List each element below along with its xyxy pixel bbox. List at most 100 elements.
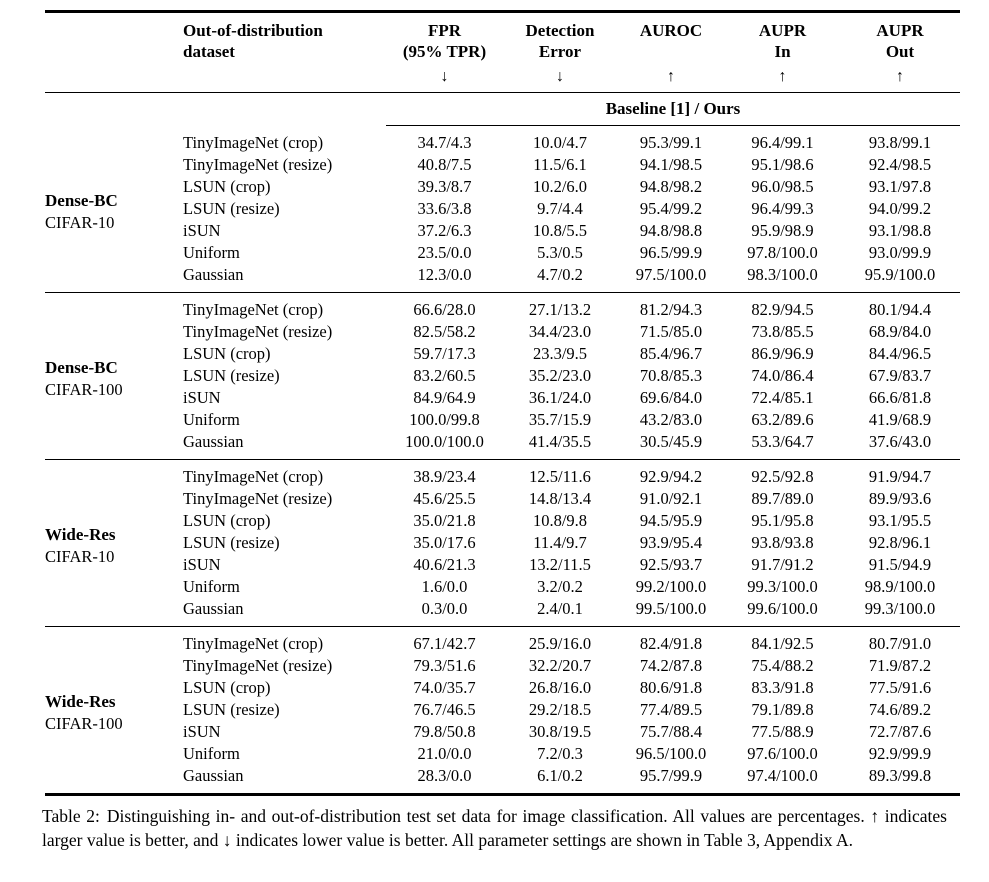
- value-cell: 89.3/99.8: [868, 766, 932, 785]
- value-cell: 37.6/43.0: [868, 432, 932, 451]
- value-cell: 13.2/11.5: [529, 555, 591, 574]
- ood-dataset-cell: LSUN (crop): [183, 344, 271, 363]
- value-cell: 12.3/0.0: [417, 265, 472, 284]
- value-cell: 96.4/99.3: [751, 199, 814, 218]
- header-line: In: [774, 42, 791, 61]
- value-cell: 77.5/91.6: [868, 678, 932, 697]
- value-cell: 14.8/13.4: [528, 489, 592, 508]
- ood-dataset-cell: Uniform: [183, 577, 240, 596]
- value-cell: 96.4/99.1: [751, 133, 814, 152]
- value-cell: 83.3/91.8: [751, 678, 814, 697]
- value-cell: 75.7/88.4: [639, 722, 703, 741]
- value-cell: 35.0/17.6: [413, 533, 476, 552]
- train-dataset-name: CIFAR-100: [45, 714, 123, 733]
- value-cell: 35.0/21.8: [413, 511, 476, 530]
- ood-dataset-cell: LSUN (resize): [183, 700, 280, 719]
- table-row: LSUN (resize) 33.6/3.8 9.7/4.4 95.4/99.2 96.…: [45, 198, 960, 220]
- header-line: dataset: [183, 42, 235, 61]
- value-cell: 97.6/100.0: [747, 744, 818, 763]
- value-cell: 10.2/6.0: [532, 177, 588, 196]
- group-label: Dense-BC CIFAR-100: [45, 293, 183, 460]
- value-cell: 93.8/99.1: [868, 133, 932, 152]
- ood-dataset-cell: TinyImageNet (crop): [183, 467, 324, 486]
- ood-dataset-cell: iSUN: [183, 555, 221, 574]
- value-cell: 94.1/98.5: [639, 155, 703, 174]
- value-cell: 67.1/42.7: [413, 634, 476, 653]
- value-cell: 81.2/94.3: [639, 300, 703, 319]
- header-line: FPR: [427, 21, 462, 40]
- fpr-column-header: FPR (95% TPR) ↓: [386, 11, 503, 93]
- auroc-column-header: AUROC ↑: [617, 11, 725, 93]
- value-cell: 66.6/81.8: [868, 388, 932, 407]
- ood-dataset-cell: TinyImageNet (crop): [183, 300, 324, 319]
- ood-dataset-cell: iSUN: [183, 388, 221, 407]
- baseline-ours-label: Baseline [1] / Ours: [386, 92, 960, 126]
- value-cell: 99.3/100.0: [747, 577, 818, 596]
- value-cell: 97.4/100.0: [747, 766, 818, 785]
- ood-dataset-cell: iSUN: [183, 221, 221, 240]
- value-cell: 82.9/94.5: [751, 300, 814, 319]
- value-cell: 3.2/0.2: [537, 577, 583, 596]
- table-row: iSUN 40.6/21.3 13.2/11.5 92.5/93.7 91.7/91.2…: [45, 554, 960, 576]
- ood-dataset-cell: Gaussian: [183, 432, 244, 451]
- value-cell: 89.9/93.6: [868, 489, 932, 508]
- value-cell: 99.3/100.0: [864, 599, 936, 618]
- value-cell: 74.2/87.8: [639, 656, 703, 675]
- value-cell: 23.5/0.0: [417, 243, 472, 262]
- table-row: TinyImageNet (resize) 45.6/25.5 14.8/13.4 9…: [45, 488, 960, 510]
- value-cell: 85.4/96.7: [639, 344, 703, 363]
- value-cell: 33.6/3.8: [417, 199, 472, 218]
- value-cell: 93.9/95.4: [639, 533, 703, 552]
- value-cell: 69.6/84.0: [639, 388, 703, 407]
- value-cell: 79.3/51.6: [413, 656, 476, 675]
- value-cell: 80.1/94.4: [868, 300, 932, 319]
- header-row: Out-of-distribution dataset FPR (95% TPR…: [45, 11, 960, 93]
- ood-dataset-cell: Gaussian: [183, 766, 244, 785]
- value-cell: 10.8/5.5: [532, 221, 588, 240]
- value-cell: 94.0/99.2: [868, 199, 932, 218]
- value-cell: 95.3/99.1: [639, 133, 703, 152]
- value-cell: 72.7/87.6: [868, 722, 932, 741]
- value-cell: 74.6/89.2: [868, 700, 932, 719]
- value-cell: 32.2/20.7: [528, 656, 592, 675]
- down-arrow-icon: ↓: [556, 68, 564, 85]
- value-cell: 80.7/91.0: [868, 634, 932, 653]
- value-cell: 63.2/89.6: [751, 410, 814, 429]
- value-cell: 92.4/98.5: [868, 155, 932, 174]
- header-line: Error: [538, 42, 582, 61]
- ood-dataset-cell: TinyImageNet (resize): [183, 656, 333, 675]
- ood-dataset-cell: LSUN (resize): [183, 199, 280, 218]
- value-cell: 12.5/11.6: [529, 467, 591, 486]
- value-cell: 95.7/99.9: [639, 766, 703, 785]
- model-name: Dense-BC: [45, 190, 118, 210]
- aupr-in-column-header: AUPR In ↑: [725, 11, 840, 93]
- header-line: (95% TPR): [402, 42, 487, 61]
- up-arrow-icon: ↑: [778, 68, 787, 85]
- value-cell: 67.9/83.7: [868, 366, 932, 385]
- value-cell: 11.5/6.1: [533, 155, 587, 174]
- value-cell: 9.7/4.4: [537, 199, 583, 218]
- table-row: Gaussian 12.3/0.0 4.7/0.2 97.5/100.0 98.3/10…: [45, 264, 960, 293]
- value-cell: 83.2/60.5: [413, 366, 476, 385]
- value-cell: 73.8/85.5: [751, 322, 814, 341]
- ood-dataset-cell: Uniform: [183, 744, 240, 763]
- ood-dataset-cell: LSUN (resize): [183, 366, 280, 385]
- value-cell: 97.5/100.0: [635, 265, 707, 284]
- value-cell: 71.5/85.0: [639, 322, 703, 341]
- value-cell: 0.3/0.0: [421, 599, 468, 618]
- value-cell: 40.6/21.3: [413, 555, 476, 574]
- value-cell: 79.8/50.8: [413, 722, 476, 741]
- value-cell: 41.9/68.9: [868, 410, 932, 429]
- ood-dataset-cell: TinyImageNet (resize): [183, 322, 333, 341]
- table-row: LSUN (crop) 59.7/17.3 23.3/9.5 85.4/96.7 86.…: [45, 343, 960, 365]
- table-row: LSUN (resize) 35.0/17.6 11.4/9.7 93.9/95.4 9…: [45, 532, 960, 554]
- value-cell: 26.8/16.0: [528, 678, 592, 697]
- value-cell: 4.7/0.2: [537, 265, 583, 284]
- value-cell: 30.8/19.5: [528, 722, 592, 741]
- down-arrow-icon: ↓: [440, 68, 449, 85]
- value-cell: 71.9/87.2: [868, 656, 932, 675]
- header-line: AUPR: [758, 21, 807, 40]
- table-row: Dense-BC CIFAR-100 TinyImageNet (crop) 66.6…: [45, 293, 960, 399]
- value-cell: 91.0/92.1: [639, 489, 703, 508]
- value-cell: 45.6/25.5: [413, 489, 476, 508]
